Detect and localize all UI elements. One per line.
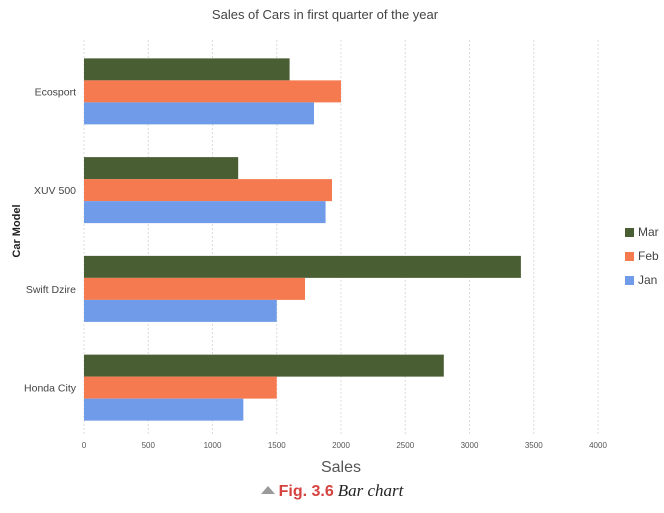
x-tick-label: 1000 (204, 441, 222, 450)
x-tick-label: 500 (142, 441, 156, 450)
x-tick-labels: 0 500 1000 1500 2000 2500 3000 3500 4000 (82, 441, 608, 450)
category-label: Honda City (24, 383, 77, 395)
legend-swatch (625, 276, 634, 285)
bar (84, 157, 239, 180)
legend-swatch (625, 252, 634, 261)
x-axis-title: Sales (321, 459, 361, 476)
category-labels: Ecosport XUV 500 Swift Dzire Honda City (24, 86, 77, 394)
y-axis-title: Car Model (11, 204, 23, 257)
x-tick-label: 3000 (461, 441, 479, 450)
bar (84, 201, 326, 224)
x-tick-label: 4000 (589, 441, 607, 450)
bar (84, 354, 444, 377)
category-label: XUV 500 (34, 185, 76, 197)
x-tick-label: 0 (82, 441, 87, 450)
x-tick-label: 2000 (332, 441, 350, 450)
bar (84, 299, 277, 322)
bar (84, 179, 333, 202)
triangle-up-icon (260, 485, 275, 494)
bar (84, 80, 341, 103)
x-tick-label: 1500 (268, 441, 286, 450)
figure-number: Fig. 3.6 (278, 483, 334, 500)
legend-label: Mar (638, 225, 659, 239)
bar-chart: Sales of Cars in first quarter of the ye… (11, 7, 659, 476)
bar (84, 398, 244, 421)
bar (84, 255, 521, 278)
legend-swatch (625, 228, 634, 237)
legend-label: Feb (638, 249, 659, 263)
figure-description: Bar chart (337, 481, 404, 500)
legend-label: Jan (638, 273, 657, 287)
legend: Mar Feb Jan (625, 225, 659, 287)
figure-caption: Fig. 3.6 Bar chart (0, 481, 664, 501)
chart-title: Sales of Cars in first quarter of the ye… (212, 7, 439, 22)
x-tick-label: 2500 (396, 441, 414, 450)
bar (84, 58, 290, 81)
bar (84, 102, 315, 125)
category-label: Swift Dzire (26, 284, 76, 296)
x-tick-label: 3500 (525, 441, 543, 450)
bars (84, 58, 521, 421)
bar (84, 376, 277, 399)
bar (84, 277, 306, 300)
category-label: Ecosport (35, 86, 77, 98)
